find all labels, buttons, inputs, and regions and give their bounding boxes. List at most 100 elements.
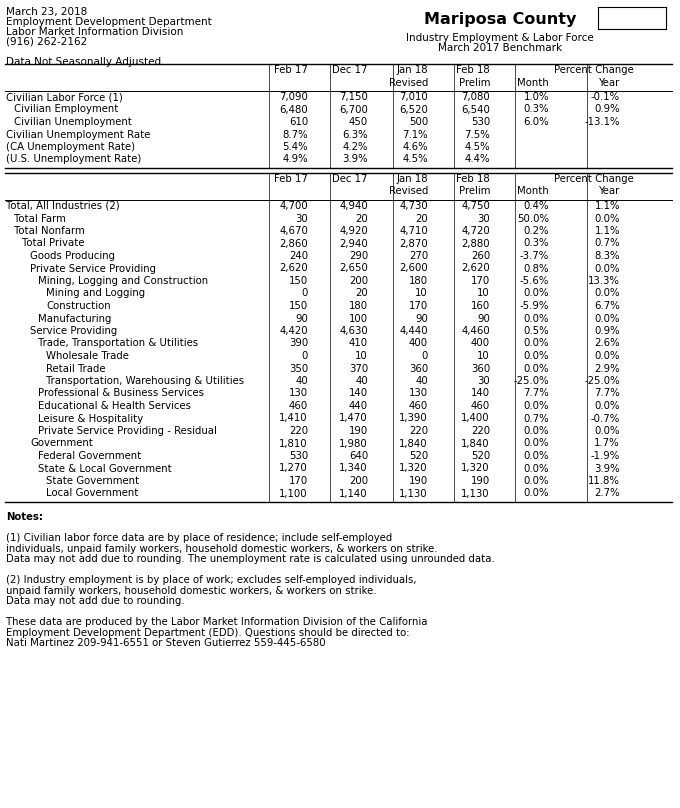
Text: Mining, Logging and Construction: Mining, Logging and Construction (38, 276, 208, 286)
Text: 610: 610 (289, 117, 308, 127)
Text: 1,340: 1,340 (339, 464, 368, 473)
Text: Professional & Business Services: Professional & Business Services (38, 389, 204, 398)
Text: 0.2%: 0.2% (524, 226, 549, 236)
Text: 0.0%: 0.0% (524, 464, 549, 473)
Text: 40: 40 (355, 376, 368, 386)
Text: 1,980: 1,980 (339, 439, 368, 448)
Text: 4,940: 4,940 (339, 201, 368, 211)
Text: 160: 160 (471, 301, 490, 311)
Text: Trade, Transportation & Utilities: Trade, Transportation & Utilities (38, 339, 198, 348)
Text: 260: 260 (471, 251, 490, 261)
Text: 0.0%: 0.0% (524, 351, 549, 361)
Text: 1,410: 1,410 (279, 414, 308, 423)
Text: 190: 190 (349, 426, 368, 436)
Text: Retail Trade: Retail Trade (46, 364, 105, 373)
Text: Employment Development Department (EDD). Questions should be directed to:: Employment Development Department (EDD).… (6, 628, 409, 638)
Text: 360: 360 (471, 364, 490, 373)
Text: 2,620: 2,620 (461, 263, 490, 273)
Text: 0.0%: 0.0% (524, 439, 549, 448)
Text: 3.9%: 3.9% (594, 464, 620, 473)
Text: 520: 520 (409, 451, 428, 461)
Text: Total, All Industries (2): Total, All Industries (2) (6, 201, 120, 211)
Text: Employment Development Department: Employment Development Department (6, 17, 211, 27)
Text: 6,540: 6,540 (461, 104, 490, 115)
Text: 360: 360 (409, 364, 428, 373)
Text: Leisure & Hospitality: Leisure & Hospitality (38, 414, 143, 423)
Text: 4,750: 4,750 (461, 201, 490, 211)
Text: These data are produced by the Labor Market Information Division of the Californ: These data are produced by the Labor Mar… (6, 617, 428, 627)
Text: Mining and Logging: Mining and Logging (46, 288, 145, 298)
Text: Civilian Labor Force (1): Civilian Labor Force (1) (6, 92, 123, 102)
Text: Construction: Construction (46, 301, 111, 311)
Text: 0.0%: 0.0% (524, 451, 549, 461)
Text: 140: 140 (471, 389, 490, 398)
Text: 450: 450 (349, 117, 368, 127)
Text: 7,080: 7,080 (461, 92, 490, 102)
Text: 30: 30 (477, 376, 490, 386)
Text: 150: 150 (289, 301, 308, 311)
Text: 0.0%: 0.0% (594, 426, 620, 436)
Text: 0.3%: 0.3% (524, 238, 549, 249)
Text: 400: 400 (409, 339, 428, 348)
Text: 1.1%: 1.1% (594, 201, 620, 211)
Text: Jan 18: Jan 18 (396, 65, 428, 75)
Text: 180: 180 (349, 301, 368, 311)
Text: 1,100: 1,100 (279, 489, 308, 499)
Text: 2,860: 2,860 (279, 238, 308, 249)
Text: 190: 190 (409, 476, 428, 486)
Text: 2.7%: 2.7% (594, 489, 620, 499)
Text: 1.0%: 1.0% (524, 92, 549, 102)
Text: -0.7%: -0.7% (591, 414, 620, 423)
Text: Month: Month (517, 78, 549, 87)
Text: Year: Year (599, 78, 620, 87)
Text: 2,940: 2,940 (339, 238, 368, 249)
Text: Dec 17: Dec 17 (333, 65, 368, 75)
Text: 1,130: 1,130 (399, 489, 428, 499)
Text: 2,650: 2,650 (339, 263, 368, 273)
Text: 4.4%: 4.4% (464, 154, 490, 165)
Text: 4,700: 4,700 (279, 201, 308, 211)
Text: 4,670: 4,670 (279, 226, 308, 236)
Text: -5.9%: -5.9% (520, 301, 549, 311)
Text: Manufacturing: Manufacturing (38, 314, 112, 323)
Text: 0.0%: 0.0% (524, 426, 549, 436)
Text: 40: 40 (415, 376, 428, 386)
Text: 7,150: 7,150 (339, 92, 368, 102)
Text: 2,880: 2,880 (461, 238, 490, 249)
Text: 140: 140 (349, 389, 368, 398)
Text: Federal Government: Federal Government (38, 451, 141, 461)
Text: 290: 290 (349, 251, 368, 261)
Text: -0.1%: -0.1% (591, 92, 620, 102)
Text: 4.2%: 4.2% (343, 142, 368, 152)
Text: 4.5%: 4.5% (464, 142, 490, 152)
Text: Government: Government (30, 439, 93, 448)
Text: 190: 190 (471, 476, 490, 486)
Text: 0.0%: 0.0% (524, 476, 549, 486)
Text: 4,420: 4,420 (279, 326, 308, 336)
Text: 200: 200 (349, 476, 368, 486)
Text: 220: 220 (289, 426, 308, 436)
Text: individuals, unpaid family workers, household domestic workers, & workers on str: individuals, unpaid family workers, hous… (6, 544, 437, 553)
Text: 13.3%: 13.3% (588, 276, 620, 286)
Text: Percent Change: Percent Change (554, 65, 633, 75)
Text: 0: 0 (422, 351, 428, 361)
Text: Data may not add due to rounding. The unemployment rate is calculated using unro: Data may not add due to rounding. The un… (6, 554, 495, 564)
Text: Industry Employment & Labor Force: Industry Employment & Labor Force (406, 33, 594, 43)
Text: 4,630: 4,630 (339, 326, 368, 336)
Text: 0.0%: 0.0% (594, 213, 620, 224)
Text: 7.1%: 7.1% (403, 129, 428, 140)
Text: 170: 170 (289, 476, 308, 486)
Text: Year: Year (599, 187, 620, 196)
Text: 130: 130 (289, 389, 308, 398)
Text: 0.3%: 0.3% (524, 104, 549, 115)
Text: 90: 90 (295, 314, 308, 323)
Text: 390: 390 (289, 339, 308, 348)
Text: 1.7%: 1.7% (594, 439, 620, 448)
Text: 1,390: 1,390 (399, 414, 428, 423)
Text: 1,840: 1,840 (461, 439, 490, 448)
Text: 200: 200 (349, 276, 368, 286)
Text: 0.0%: 0.0% (594, 401, 620, 411)
Text: 640: 640 (349, 451, 368, 461)
Text: 460: 460 (471, 401, 490, 411)
Text: 6,480: 6,480 (279, 104, 308, 115)
